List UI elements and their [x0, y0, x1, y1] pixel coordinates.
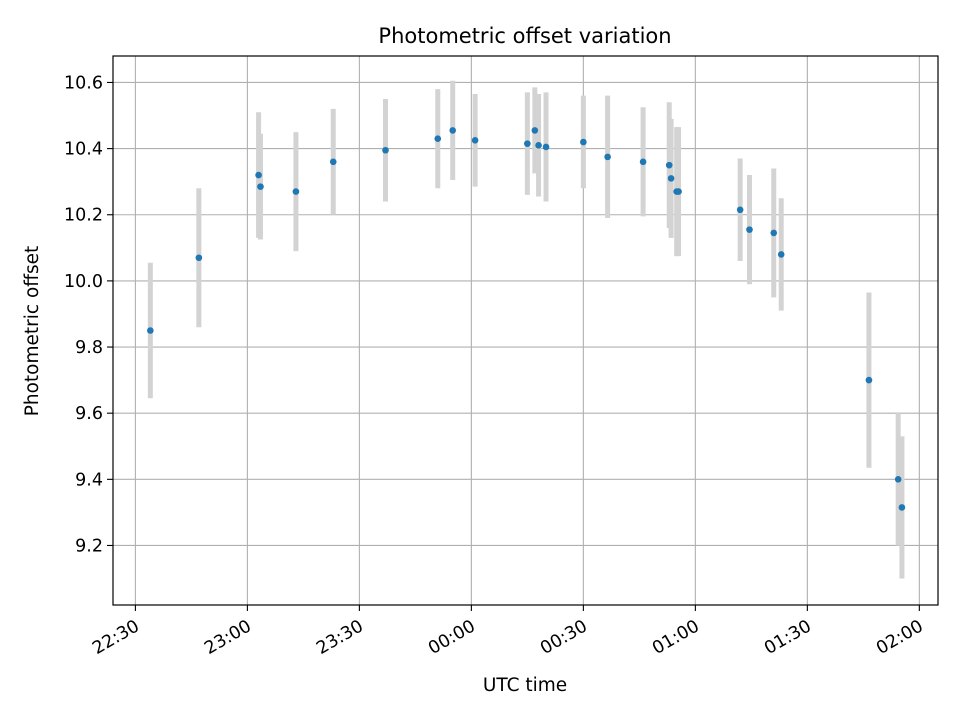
- y-tick-label: 10.2: [64, 206, 103, 226]
- chart-title: Photometric offset variation: [378, 24, 671, 48]
- data-point: [471, 137, 479, 144]
- data-point: [665, 161, 673, 169]
- data-point: [147, 327, 154, 334]
- data-point: [449, 127, 457, 134]
- data-point: [382, 146, 389, 154]
- y-tick-label: 9.4: [75, 470, 103, 490]
- y-axis-title: Photometric offset: [22, 246, 43, 417]
- data-point: [531, 127, 539, 134]
- data-point: [865, 376, 873, 384]
- plot-area-frame: [112, 55, 939, 606]
- y-axis-ticks: 9.2 9.4 9.6 9.8 10.0 10.2 10.4 10.6: [64, 73, 113, 556]
- x-axis-title: UTC time: [483, 675, 567, 696]
- y-tick-label: 9.6: [75, 404, 103, 424]
- data-point: [524, 140, 531, 147]
- y-tick-label: 9.2: [75, 536, 103, 556]
- data-point: [736, 206, 744, 214]
- data-point: [898, 504, 906, 511]
- data-point: [770, 229, 778, 237]
- data-point: [777, 251, 785, 258]
- data-point: [746, 226, 753, 233]
- data-point: [667, 175, 675, 182]
- grid: [113, 56, 938, 605]
- data-point: [329, 158, 337, 166]
- y-tick-label: 10.6: [64, 73, 103, 93]
- data-point: [675, 188, 682, 195]
- data-point: [604, 153, 611, 161]
- data-point: [894, 476, 902, 483]
- data-point: [434, 135, 442, 142]
- data-point: [257, 183, 264, 190]
- y-tick-label: 10.0: [64, 272, 103, 292]
- data-point: [542, 143, 550, 151]
- data-point: [580, 138, 587, 146]
- data-point: [195, 254, 203, 262]
- data-point: [535, 141, 542, 149]
- data-points: [147, 127, 906, 511]
- y-tick-label: 10.4: [64, 140, 103, 160]
- data-point: [255, 171, 262, 179]
- data-point: [639, 158, 647, 166]
- data-point: [292, 188, 300, 195]
- y-tick-label: 9.8: [75, 338, 103, 358]
